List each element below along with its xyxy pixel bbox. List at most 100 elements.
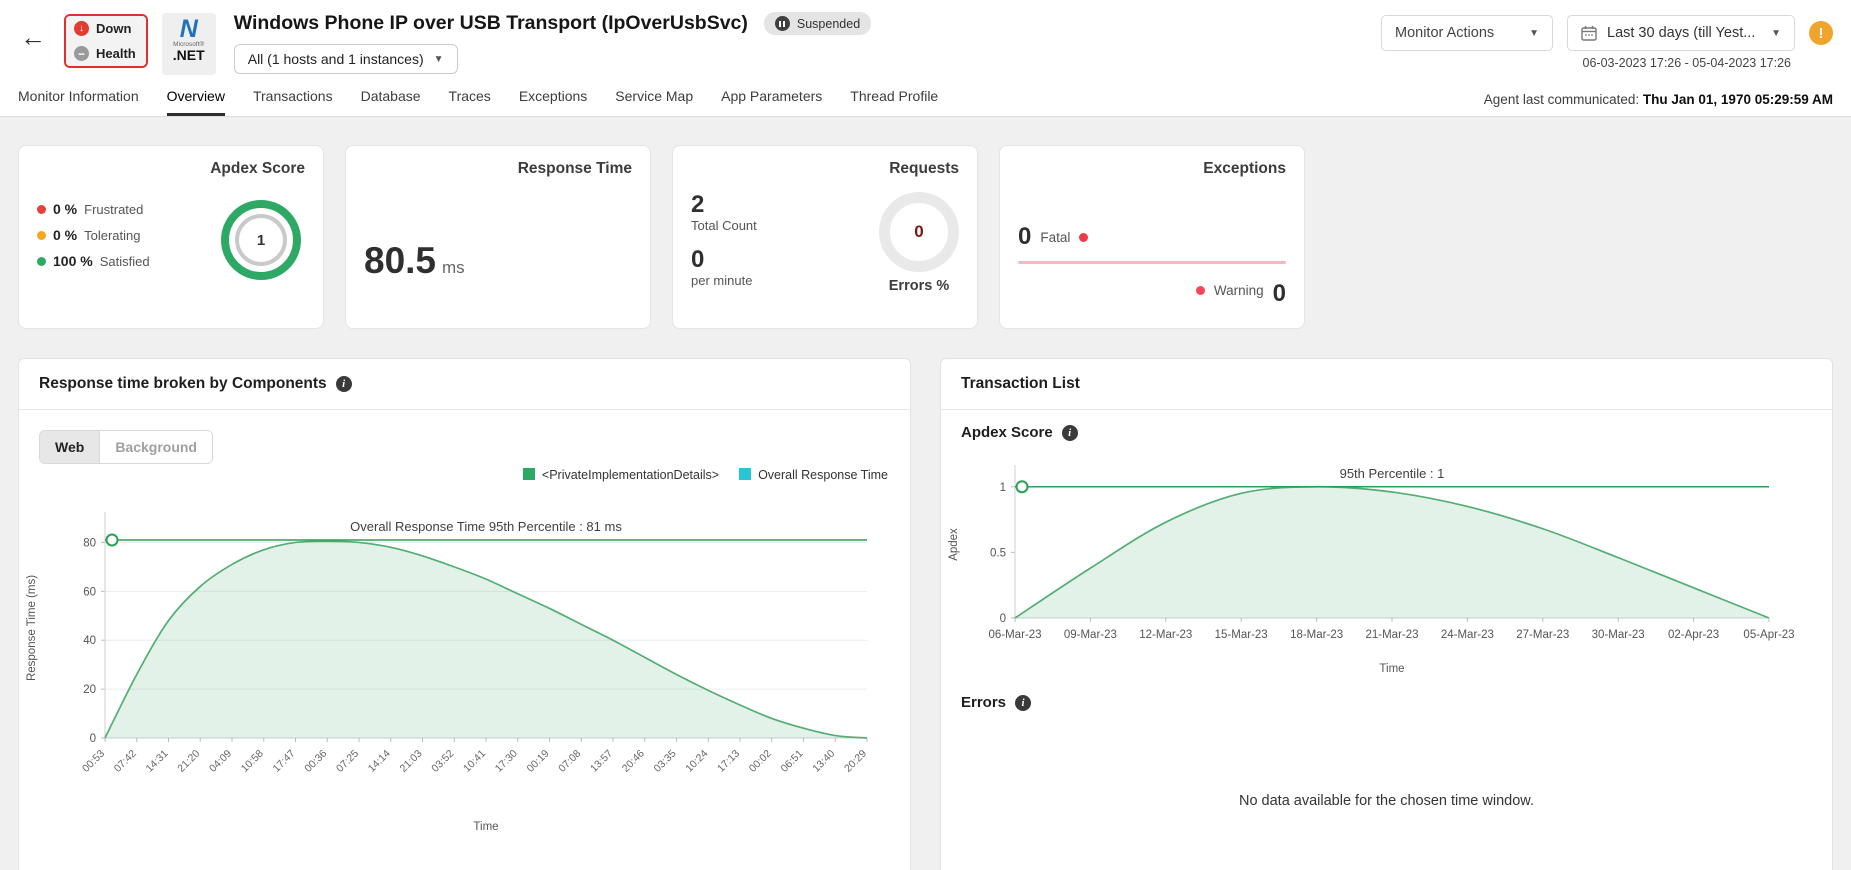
card-title: Requests [889,160,959,177]
legend-label: Overall Response Time [758,468,888,482]
svg-text:10:58: 10:58 [239,748,266,775]
legend-private-implementation-details[interactable]: <PrivateImplementationDetails> [522,468,720,482]
per-minute-value: 0 [691,246,705,273]
svg-text:10:24: 10:24 [683,748,710,775]
legend-overall-response-time[interactable]: Overall Response Time [739,468,888,482]
response-time-components-chart: 0 20 40 60 80 Overall Response Time 95th Perc… [19,482,885,838]
tolerating-label: Tolerating [84,227,141,243]
svg-text:02-Apr-23: 02-Apr-23 [1668,629,1719,641]
exceptions-divider [1018,261,1286,264]
teal-square-icon [739,468,752,480]
card-title: Apdex Score [210,160,305,177]
transaction-list-panel: Transaction List Apdex Score i 0 0.5 1 95th… [940,358,1833,870]
errors-donut-value: 0 [914,222,924,241]
legend-label: <PrivateImplementationDetails> [541,468,720,482]
svg-text:Time: Time [1379,663,1404,675]
toggle-background-button[interactable]: Background [100,431,212,463]
satisfied-label: Satisfied [99,253,150,269]
satisfied-pct: 100 % [53,253,93,269]
monitor-actions-label: Monitor Actions [1395,25,1495,41]
errors-heading: Errors [961,694,1007,711]
apdex-score-heading: Apdex Score [961,424,1053,441]
tab-traces[interactable]: Traces [448,88,491,104]
agent-time: Thu Jan 01, 1970 05:29:59 AM [1642,92,1833,107]
svg-text:20: 20 [83,684,96,696]
date-range-dropdown[interactable]: Last 30 days (till Yest... ▼ [1567,15,1795,51]
alert-icon[interactable]: ! [1809,21,1833,45]
frustrated-pct: 0 % [53,201,78,217]
chevron-down-icon: ▼ [1529,27,1539,39]
svg-text:12-Mar-23: 12-Mar-23 [1139,629,1192,641]
requests-counts: 2 Total Count 0 per minute [691,192,757,302]
tab-overview[interactable]: Overview [166,88,225,116]
errors-donut-label: Errors % [888,278,950,294]
monitor-actions-dropdown[interactable]: Monitor Actions ▼ [1381,15,1553,51]
satisfied-dot-icon [37,256,46,266]
svg-text:04:09: 04:09 [207,748,234,775]
tab-app-parameters[interactable]: App Parameters [721,88,823,104]
agent-label: Agent last communicated: [1483,92,1640,107]
svg-text:05-Apr-23: 05-Apr-23 [1743,629,1794,641]
response-time-components-panel: Response time broken by Components i Web… [18,358,911,870]
toggle-web-button[interactable]: Web [40,431,101,463]
requests-card: Requests 2 Total Count 0 per minute 0 Er… [672,145,978,329]
per-minute-label: per minute [691,273,753,288]
svg-text:06:51: 06:51 [779,748,806,775]
tab-database[interactable]: Database [360,88,421,104]
svg-text:00:53: 00:53 [80,748,107,775]
warning-dot-icon [1195,285,1205,295]
svg-text:00:19: 00:19 [525,748,552,775]
svg-text:21:03: 21:03 [398,748,425,775]
apdex-legend: 0 % Frustrated 0 % Tolerating 100 % Sati… [37,201,150,279]
tab-service-map[interactable]: Service Map [615,88,694,104]
svg-text:10:41: 10:41 [461,748,488,775]
card-title: Exceptions [1203,160,1286,177]
svg-text:24-Mar-23: 24-Mar-23 [1441,629,1494,641]
date-range-detail: 06-03-2023 17:26 - 05-04-2023 17:26 [1582,56,1792,70]
page-title: Windows Phone IP over USB Transport (IpO… [233,12,748,34]
info-icon[interactable]: i [1015,694,1032,711]
svg-text:1: 1 [1000,482,1006,494]
dotnet-label: .NET [172,47,205,63]
response-time-unit: ms [442,258,465,277]
warning-row: Warning 0 [1018,273,1286,307]
total-count-label: Total Count [691,218,757,233]
svg-text:40: 40 [83,635,96,647]
svg-text:06-Mar-23: 06-Mar-23 [988,629,1041,641]
apdex-gauge-value: 1 [235,214,287,266]
info-icon[interactable]: i [335,376,352,392]
svg-text:27-Mar-23: 27-Mar-23 [1516,629,1569,641]
tab-thread-profile[interactable]: Thread Profile [850,88,939,104]
tab-transactions[interactable]: Transactions [252,88,333,104]
title-block: Windows Phone IP over USB Transport (IpO… [233,12,872,74]
date-range-value: Last 30 days (till Yest... [1607,25,1756,41]
frustrated-dot-icon [37,204,46,214]
svg-text:07:08: 07:08 [556,748,583,775]
tab-monitor-information[interactable]: Monitor Information [18,88,139,104]
svg-text:15-Mar-23: 15-Mar-23 [1215,629,1268,641]
header: ← ↓ Down − Health N Microsoft® .NET Wind… [0,0,1851,81]
svg-text:13:57: 13:57 [588,748,615,775]
no-data-message: No data available for the chosen time wi… [1238,793,1534,809]
calendar-icon [1581,26,1597,41]
info-icon[interactable]: i [1061,424,1078,441]
svg-text:07:42: 07:42 [112,748,139,775]
apdex-score-chart: 0 0.5 1 95th Percentile : 1 06-Mar-23 09-Mar-… [941,443,1799,680]
tolerating-dot-icon [37,230,46,240]
tolerating-pct: 0 % [53,227,78,243]
suspended-label: Suspended [796,16,861,31]
back-button[interactable]: ← [20,22,46,52]
down-arrow-icon: ↓ [74,21,89,36]
svg-text:14:31: 14:31 [144,748,171,775]
legend-satisfied: 100 % Satisfied [37,253,150,269]
monitor-status-box[interactable]: ↓ Down − Health [64,14,148,68]
hosts-instances-dropdown[interactable]: All (1 hosts and 1 instances) ▼ [233,44,458,74]
agent-last-communicated: Agent last communicated: Thu Jan 01, 197… [1484,92,1833,116]
svg-text:09-Mar-23: 09-Mar-23 [1064,629,1117,641]
legend-frustrated: 0 % Frustrated [37,201,150,217]
svg-text:Overall Response Time 95th Per: Overall Response Time 95th Percentile : … [350,519,622,534]
svg-text:20:46: 20:46 [620,748,647,775]
tab-exceptions[interactable]: Exceptions [518,88,588,104]
svg-text:14:14: 14:14 [366,748,393,775]
total-count-value: 2 [691,191,705,218]
